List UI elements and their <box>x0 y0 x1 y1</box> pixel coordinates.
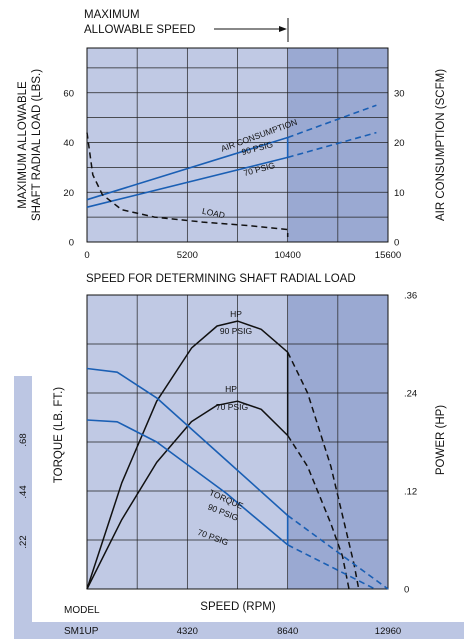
bottom-y2tick-0: .36 <box>404 291 417 302</box>
torque-tick-2: .68 <box>18 433 29 446</box>
bottom-xtick-2: 12960 <box>375 626 401 637</box>
bottom-xlabel: SPEED (RPM) <box>200 601 276 613</box>
top-plot-frame <box>86 47 389 243</box>
bottom-y2label: POWER (HP) <box>435 405 447 475</box>
bottom-xtick-1: 8640 <box>277 626 298 637</box>
top-y2tick-0: 0 <box>394 238 399 249</box>
top-series-lines <box>86 104 377 237</box>
top-ytick-0: 0 <box>69 238 74 249</box>
hp-70-psig-line-solid <box>86 400 289 590</box>
top-ylabel-line2: SHAFT RADIAL LOAD (LBS.) <box>31 69 43 221</box>
model-value: SM1UP <box>64 626 99 637</box>
top-xtick-0: 0 <box>84 250 89 261</box>
top-xtick-1: 5200 <box>177 250 198 261</box>
bottom-ylabel: TORQUE (LB. FT.) <box>53 387 65 483</box>
air-70-psig-line-dashed <box>287 131 377 159</box>
top-y2tick-1: 10 <box>394 188 405 199</box>
max-speed-annotation-line1: MAXIMUM <box>84 9 140 21</box>
speed-axis-strip <box>14 622 464 639</box>
torque-90-psig-line-solid <box>86 367 289 517</box>
hp-70-label-hp: HP <box>225 384 237 394</box>
top-ytick-1: 20 <box>63 188 74 199</box>
bottom-chart: 4320 8640 12960 .36 .24 .12 0 .22 .44 .68 HP 90 P… <box>14 291 464 639</box>
model-label: MODEL <box>64 605 100 616</box>
air-90-psig-line-solid <box>86 136 288 201</box>
hp-70-psig-line-dashed <box>287 435 350 590</box>
top-grid <box>87 48 388 242</box>
torque-90-psig-line-dashed <box>287 514 389 590</box>
hp-90-psig-line-dashed <box>287 351 360 590</box>
bottom-y2tick-1: .24 <box>404 389 417 400</box>
bottom-y2tick-3: 0 <box>404 585 409 596</box>
torque-tick-1: .44 <box>18 485 29 498</box>
top-xlabel: SPEED FOR DETERMINING SHAFT RADIAL LOAD <box>86 273 356 285</box>
torque-axis-strip <box>14 376 32 622</box>
top-ytick-3: 60 <box>63 88 74 99</box>
hp-90-label-psig: 90 PSIG <box>220 326 252 336</box>
torque-70-psig-line-dashed <box>287 544 376 590</box>
hp-90-label-hp: HP <box>230 309 242 319</box>
top-ylabel-line1: MAXIMUM ALLOWABLE <box>17 81 29 209</box>
bottom-y2tick-2: .12 <box>404 487 417 498</box>
air-90-psig-line-dashed <box>287 104 377 139</box>
top-y2tick-2: 20 <box>394 138 405 149</box>
torque-tick-0: .22 <box>18 535 29 548</box>
max-speed-annotation-line2: ALLOWABLE SPEED <box>84 24 195 36</box>
bottom-series-lines <box>86 320 389 590</box>
bottom-tick-labels: 4320 8640 12960 .36 .24 .12 0 .22 .44 .68 <box>18 291 417 638</box>
top-xtick-2: 10400 <box>274 250 300 261</box>
air-70-psig-line-solid <box>86 156 288 208</box>
max-speed-arrowhead <box>279 26 287 32</box>
top-ytick-2: 40 <box>63 138 74 149</box>
torque-70-psig-line-solid <box>86 419 289 546</box>
top-xtick-3: 15600 <box>375 250 401 261</box>
hp-90-psig-line-solid <box>86 320 289 590</box>
hp-70-label-psig: 70 PSIG <box>216 402 248 412</box>
top-y2tick-3: 30 <box>394 88 405 99</box>
load-label: LOAD <box>201 206 226 221</box>
top-y2label: AIR CONSUMPTION (SCFM) <box>435 69 447 221</box>
load-line-dashed <box>86 132 289 237</box>
bottom-xtick-0: 4320 <box>177 626 198 637</box>
bottom-plot-frame <box>86 294 389 590</box>
bottom-grid <box>87 295 388 589</box>
